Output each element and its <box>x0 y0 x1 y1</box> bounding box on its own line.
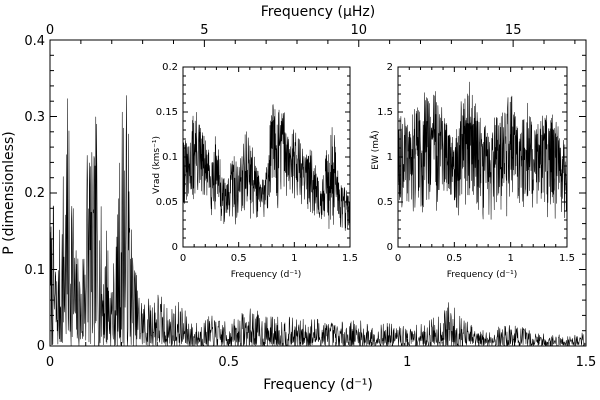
inset-ew-y-tick-label: 2 <box>387 62 393 73</box>
inset-ew-x-tick-label: 0 <box>395 253 401 264</box>
main-ticks <box>49 39 587 347</box>
inset-ew-y-tick-label: 0 <box>387 242 393 253</box>
inset-ew-y-tick-label: 1.5 <box>377 107 393 118</box>
inset-vrad-x-tick-label: 0.5 <box>231 253 247 264</box>
inset-vrad-chart: 0 0.5 1 1.5 0 0.05 0.1 0.15 0.2 Frequenc… <box>152 62 358 280</box>
inset-ew-y-tick-label: 0.5 <box>377 197 393 208</box>
inset-vrad-x-tick-label: 0 <box>180 253 186 264</box>
inset-vrad-y-tick-labels: 0 0.05 0.1 0.15 0.2 <box>156 62 178 253</box>
inset-vrad-x-tick-labels: 0 0.5 1 1.5 <box>180 253 358 264</box>
inset-vrad-trace <box>182 104 351 231</box>
main-x-tick-label: 0 <box>46 355 54 370</box>
main-periodogram-trace <box>49 95 587 347</box>
main-x-tick-label: 1 <box>403 355 411 370</box>
top-x-tick-label: 10 <box>351 23 368 38</box>
inset-ew-y-axis-label: EW (mÅ) <box>369 130 381 169</box>
inset-vrad-background <box>183 67 350 247</box>
inset-vrad-x-tick-label: 1 <box>291 253 297 264</box>
inset-vrad-y-axis-label: Vrad (kms⁻¹) <box>152 136 162 194</box>
inset-vrad-y-tick-label: 0.1 <box>162 152 178 163</box>
main-y-tick-label: 0.4 <box>24 34 45 49</box>
main-x-axis-label: Frequency (d⁻¹) <box>263 377 373 393</box>
top-x-tick-label: 0 <box>46 23 54 38</box>
main-x-tick-label: 0.5 <box>218 355 239 370</box>
main-chart: 0 0.5 1 1.5 0 0.1 0.2 0.3 0.4 0 5 10 15 … <box>1 4 596 393</box>
inset-ew-x-tick-labels: 0 0.5 1 1.5 <box>395 253 575 264</box>
inset-ew-x-axis-label: Frequency (d⁻¹) <box>447 270 517 280</box>
inset-ew-x-tick-label: 0.5 <box>446 253 462 264</box>
main-y-tick-label: 0.1 <box>24 263 45 278</box>
main-x-tick-label: 1.5 <box>576 355 597 370</box>
inset-ew-x-tick-label: 1 <box>508 253 514 264</box>
inset-vrad-y-tick-label: 0 <box>172 242 178 253</box>
inset-ew-y-tick-label: 1 <box>387 152 393 163</box>
main-y-tick-label: 0.2 <box>24 186 45 201</box>
inset-vrad-y-tick-label: 0.15 <box>156 107 178 118</box>
inset-ew-ticks <box>397 66 568 248</box>
main-y-tick-label: 0 <box>37 339 45 354</box>
inset-vrad-ticks <box>182 66 351 248</box>
top-x-axis-label: Frequency (μHz) <box>261 4 375 20</box>
main-y-tick-label: 0.3 <box>24 110 45 125</box>
inset-ew-y-tick-labels: 0 0.5 1 1.5 2 <box>377 62 393 253</box>
inset-vrad-trace-group <box>182 104 351 231</box>
main-trace-group <box>49 95 587 347</box>
main-x-tick-labels: 0 0.5 1 1.5 <box>46 355 596 370</box>
top-x-tick-labels: 0 5 10 15 <box>46 23 522 38</box>
main-y-tick-labels: 0 0.1 0.2 0.3 0.4 <box>24 34 45 354</box>
top-x-tick-label: 15 <box>505 23 522 38</box>
inset-ew-trace <box>397 81 568 220</box>
main-y-axis-label: P (dimensionless) <box>1 131 17 254</box>
inset-vrad-y-tick-label: 0.05 <box>156 197 178 208</box>
inset-ew-chart: 0 0.5 1 1.5 0 0.5 1 1.5 2 Frequency (d⁻¹… <box>369 62 575 280</box>
inset-vrad-x-tick-label: 1.5 <box>342 253 358 264</box>
inset-vrad-y-tick-label: 0.2 <box>162 62 178 73</box>
inset-ew-trace-group <box>397 81 568 220</box>
inset-ew-x-tick-label: 1.5 <box>559 253 575 264</box>
top-x-tick-label: 5 <box>200 23 208 38</box>
inset-vrad-x-axis-label: Frequency (d⁻¹) <box>231 270 301 280</box>
